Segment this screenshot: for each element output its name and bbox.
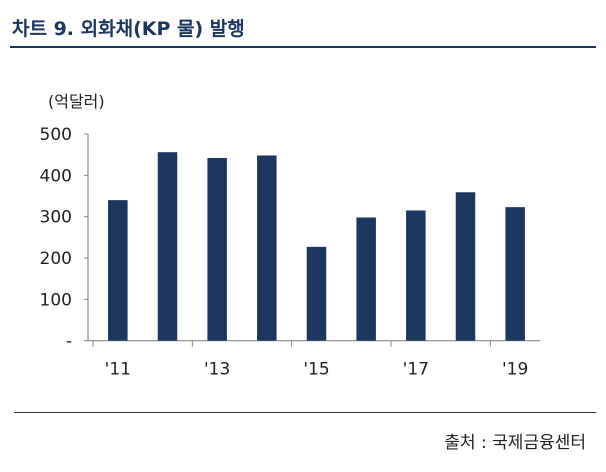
y-tick-label: 400 bbox=[40, 166, 72, 186]
x-tick-label: '15 bbox=[303, 360, 329, 380]
x-tick-label: '11 bbox=[105, 360, 131, 380]
bar-18 bbox=[455, 192, 476, 341]
unit-label: (억달러) bbox=[48, 92, 105, 111]
chart-title: 차트 9. 외화채(KP 물) 발행 bbox=[12, 18, 245, 40]
title-divider bbox=[10, 46, 596, 48]
bar-chart: - 100 200 300 400 500 '11 '13 '15 '17 '19 bbox=[40, 125, 540, 380]
bar-17 bbox=[406, 210, 426, 341]
bar-11 bbox=[108, 200, 128, 341]
y-tick-label: 100 bbox=[40, 290, 72, 310]
bar-12 bbox=[157, 152, 178, 341]
bar-15 bbox=[306, 246, 327, 341]
x-tick-label: '17 bbox=[403, 360, 429, 380]
y-tick-label: 500 bbox=[40, 125, 72, 145]
y-tick-label: - bbox=[66, 332, 72, 352]
x-tick-label: '13 bbox=[204, 360, 230, 380]
source-note: 출처 : 국제금융센터 bbox=[444, 433, 586, 453]
bar-16 bbox=[356, 217, 376, 341]
y-tick-label: 200 bbox=[40, 249, 72, 269]
bar-13 bbox=[207, 157, 227, 341]
y-tick-label: 300 bbox=[40, 208, 72, 228]
bar-19 bbox=[505, 207, 525, 341]
footer-divider bbox=[14, 412, 596, 413]
x-tick-label: '19 bbox=[502, 360, 528, 380]
bar-14 bbox=[257, 155, 277, 341]
